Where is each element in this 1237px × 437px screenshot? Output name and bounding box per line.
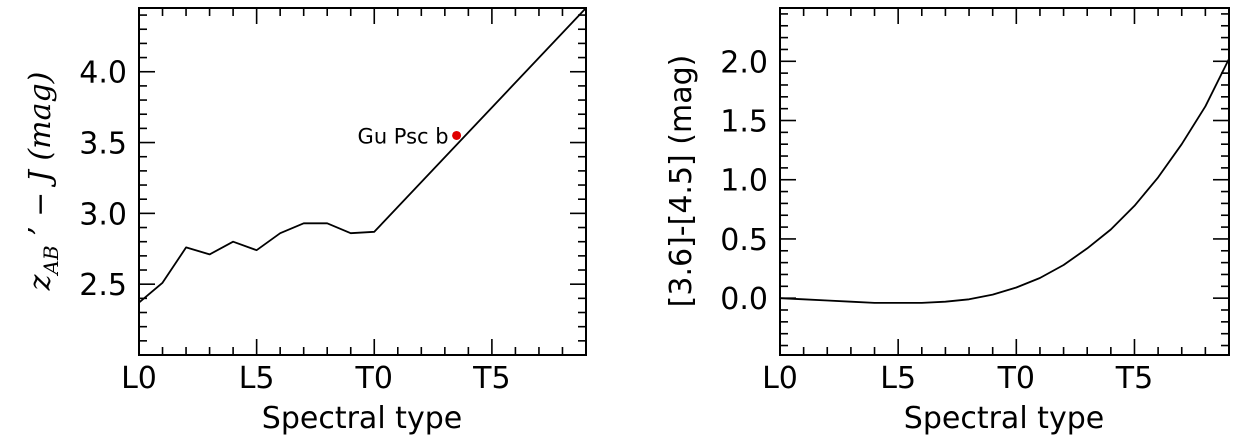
left-y-tick-label: 2.5 [79, 268, 127, 303]
left-plot-frame [138, 7, 587, 356]
left-y-tick-label: 3.5 [79, 127, 127, 162]
left-x-tick-label: T0 [355, 361, 393, 396]
left-x-tick-label: L5 [239, 361, 275, 396]
right-x-tick-label: T0 [997, 361, 1035, 396]
right-plot-marks [779, 58, 1230, 304]
left-y-label-sub: AB [39, 245, 63, 276]
left-highlight-point [452, 130, 462, 140]
left-y-axis-label: zAB ’ − J (mag) [23, 72, 63, 292]
right-plot-frame [779, 7, 1230, 356]
right-series-line [779, 58, 1230, 304]
left-plot-marks: Gu Psc b [138, 7, 587, 304]
right-x-tick-label: L0 [762, 361, 798, 396]
right-x-tick-label: T5 [1115, 361, 1153, 396]
left-x-tick-label: L0 [121, 361, 157, 396]
right-y-axis-label: [3.6]-[4.5] (mag) [664, 55, 699, 308]
right-x-tick-label: L5 [880, 361, 916, 396]
right-y-tick-label: 0.0 [720, 282, 768, 317]
right-x-axis-label: Spectral type [904, 401, 1104, 436]
left-y-label-text: zAB ’ − J (mag) [23, 72, 63, 292]
left-y-label-base: z [23, 274, 58, 291]
left-x-tick-label: T5 [472, 361, 510, 396]
left-series-line [138, 7, 587, 304]
left-y-tick-label: 4.0 [79, 56, 127, 91]
right-y-tick-label: 1.0 [720, 164, 768, 199]
left-panel: Gu Psc b L0 L5 T0 T5 2.5 3.0 3.5 4.0 Spectral t… [23, 7, 587, 436]
left-y-tick-label: 3.0 [79, 197, 127, 232]
right-tick-group: L0 L5 T0 T5 0.0 0.5 1.0 1.5 2.0 [720, 8, 1230, 396]
left-x-axis-label: Spectral type [262, 401, 462, 436]
left-tick-group: L0 L5 T0 T5 2.5 3.0 3.5 4.0 [79, 8, 587, 396]
right-y-tick-label: 0.5 [720, 223, 768, 258]
right-y-tick-label: 1.5 [720, 105, 768, 140]
left-y-label-rest: ’ − J (mag) [23, 72, 58, 246]
right-y-tick-label: 2.0 [720, 45, 768, 80]
right-panel: L0 L5 T0 T5 0.0 0.5 1.0 1.5 2.0 Spectral type [3… [664, 7, 1230, 436]
left-point-label: Gu Psc b [358, 124, 449, 148]
